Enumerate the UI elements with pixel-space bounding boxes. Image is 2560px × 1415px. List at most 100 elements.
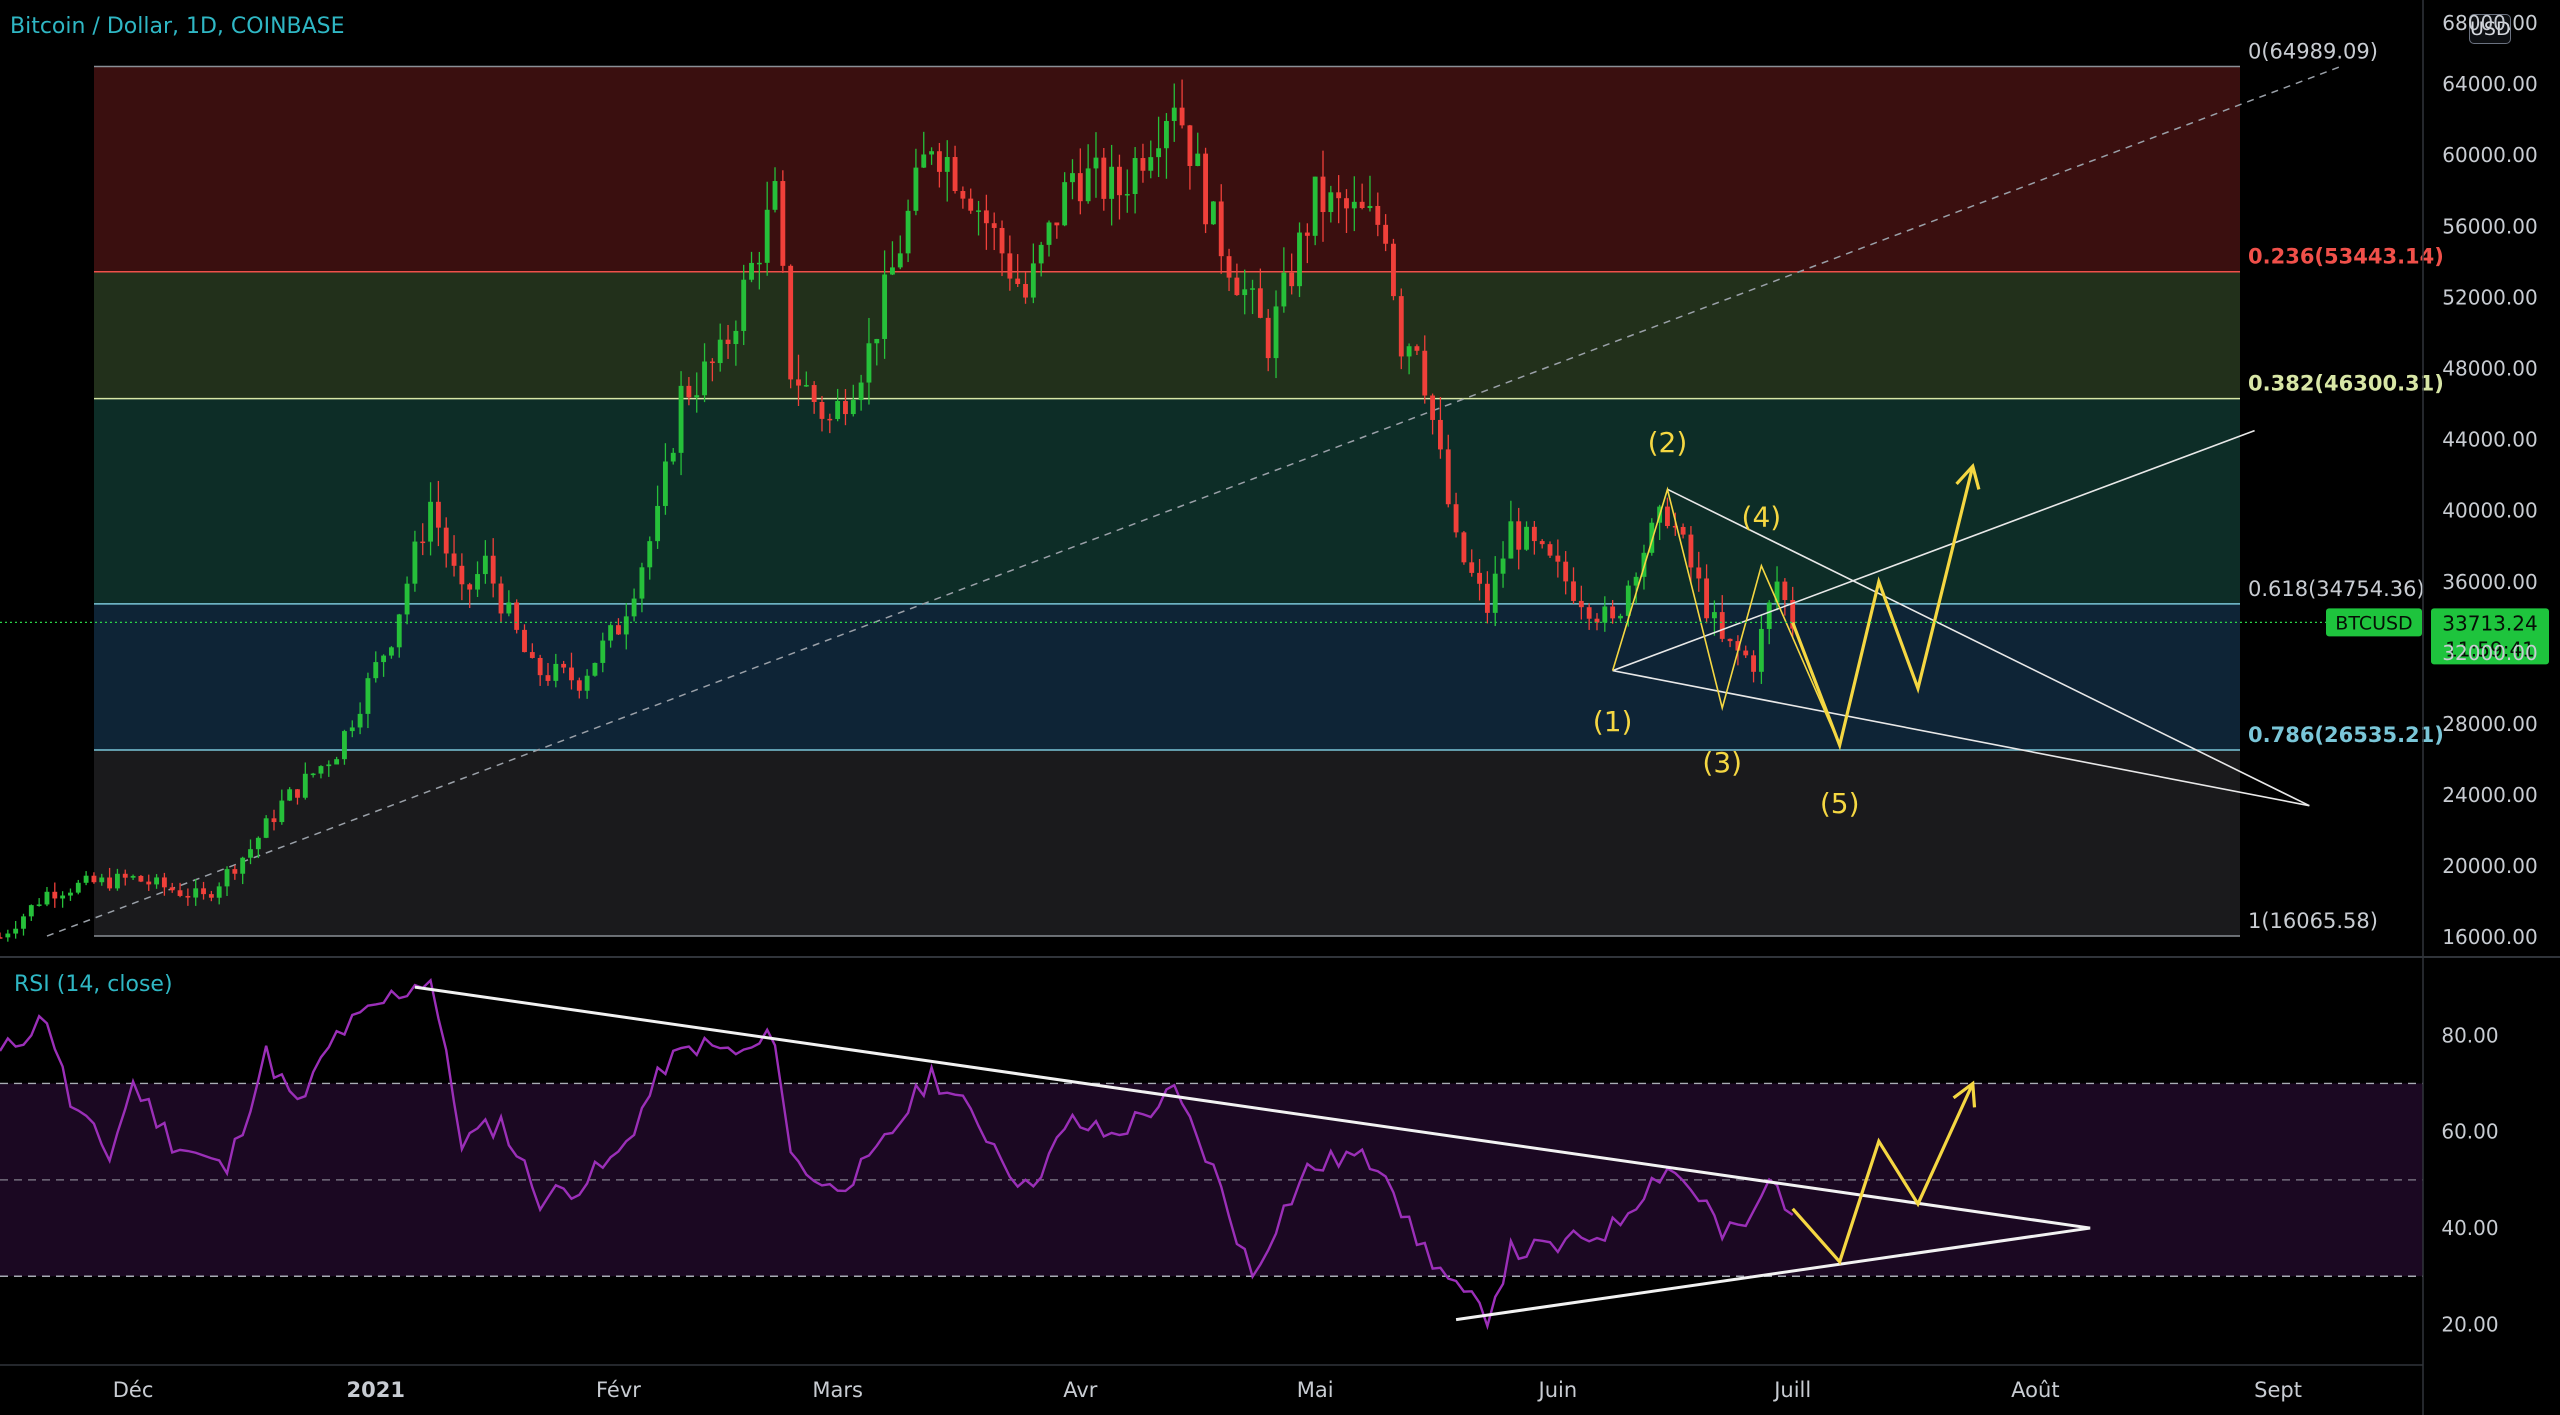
candle-body [154,877,159,885]
candle-body [874,338,880,344]
rsi-projection-arrowhead [1952,1080,1977,1108]
candle-body [193,888,199,898]
candle-body [1304,232,1310,236]
candle-body [1171,107,1177,121]
candle-body [584,675,590,691]
candle-body [1351,201,1357,209]
time-axis-label: 2021 [347,1378,405,1402]
candle-body [600,640,606,663]
candle-body [388,647,394,656]
candle-body [1516,521,1522,550]
candle-body [1375,205,1381,225]
price-axis-tick: 24000.00 [2442,783,2537,807]
candle-body [1484,583,1490,613]
candle-body [1422,350,1428,396]
candle-body [1320,176,1326,213]
rsi-projection-path [1791,1082,1975,1265]
candle-body [36,904,42,906]
candle-body [248,849,253,858]
candle-body [1070,173,1075,183]
candle-body [428,501,433,542]
fib-label-0.618: 0.618(34754.36) [2248,577,2425,601]
candle-body [1696,567,1702,579]
candle-body [1492,573,1498,613]
candle-body [224,869,230,887]
candle-body [1257,288,1263,318]
price-axis-tick: 64000.00 [2442,72,2537,96]
candle-body [52,891,58,899]
candle-body [1602,606,1608,623]
candle-body [1132,158,1138,195]
time-axis-label: Mars [812,1378,863,1402]
candle-body [161,877,167,888]
candle-body [498,583,504,614]
fib-label-0.382: 0.382(46300.31) [2248,372,2444,396]
candle-body [146,881,152,885]
candle-body [1265,317,1271,359]
candle-body [1109,166,1115,199]
candle-body [1531,526,1537,542]
candle-body [772,181,778,210]
candle-body [890,267,895,275]
candle-body [373,662,379,679]
candle-body [1618,615,1623,619]
candle-body [1719,612,1725,639]
candle-body [1508,521,1514,559]
candle-body [1328,192,1334,213]
symbol-badge-text: BTCUSD [2335,612,2412,634]
price-badge-countdown: 11:59:41 [2445,637,2535,661]
candle-body [1289,272,1295,287]
wave-label: (5) [1820,787,1860,820]
candle-body [678,385,684,453]
candle-body [44,891,50,905]
candle-body [13,928,19,934]
candle-body [1195,153,1201,166]
candle-body [365,678,371,714]
candle-body [271,818,277,823]
price-axis-tick-clipped: 68000.00 [2442,11,2537,35]
price-axis-tick: 16000.00 [2442,925,2537,949]
candle-body [858,382,864,401]
candle-body [686,385,692,398]
candle-body [608,625,614,641]
candle-body [1751,655,1756,672]
candle-body [702,361,707,396]
candle-body [1688,534,1694,568]
candle-body [1210,201,1216,225]
candle-body [138,875,144,882]
candle-body [451,553,457,566]
candle-body [1743,650,1749,656]
candle-body [905,210,911,254]
fib-label-0.236: 0.236(53443.14) [2248,245,2444,269]
candle-body [670,452,676,462]
candle-body [1453,504,1459,533]
symbol-badge [2326,608,2422,637]
price-axis-tick: 28000.00 [2442,712,2537,736]
candle-body [99,877,105,883]
candle-body [780,181,786,266]
candle-body [475,574,480,590]
candle-body [1571,581,1576,601]
candle-body [843,401,848,415]
candle-body [91,875,97,883]
candle-body [1524,526,1529,550]
candle-body [1665,506,1670,526]
candle-body [60,895,66,899]
candle-body [404,583,410,615]
price-axis-tick: 56000.00 [2442,214,2537,238]
currency-button[interactable]: USD [2469,14,2511,44]
candle-body [709,361,715,364]
candle-body [1367,205,1373,209]
candle-body [1336,192,1342,199]
fib-band-0.786-1 [94,749,2240,937]
candle-body [1563,561,1569,582]
candle-body [803,385,809,387]
time-axis-label: Juill [1772,1378,1811,1402]
candle-body [1187,125,1193,166]
candle-body [1578,600,1584,608]
candle-body [1790,600,1796,629]
candle-body [592,662,598,676]
candle-body [1430,395,1436,420]
